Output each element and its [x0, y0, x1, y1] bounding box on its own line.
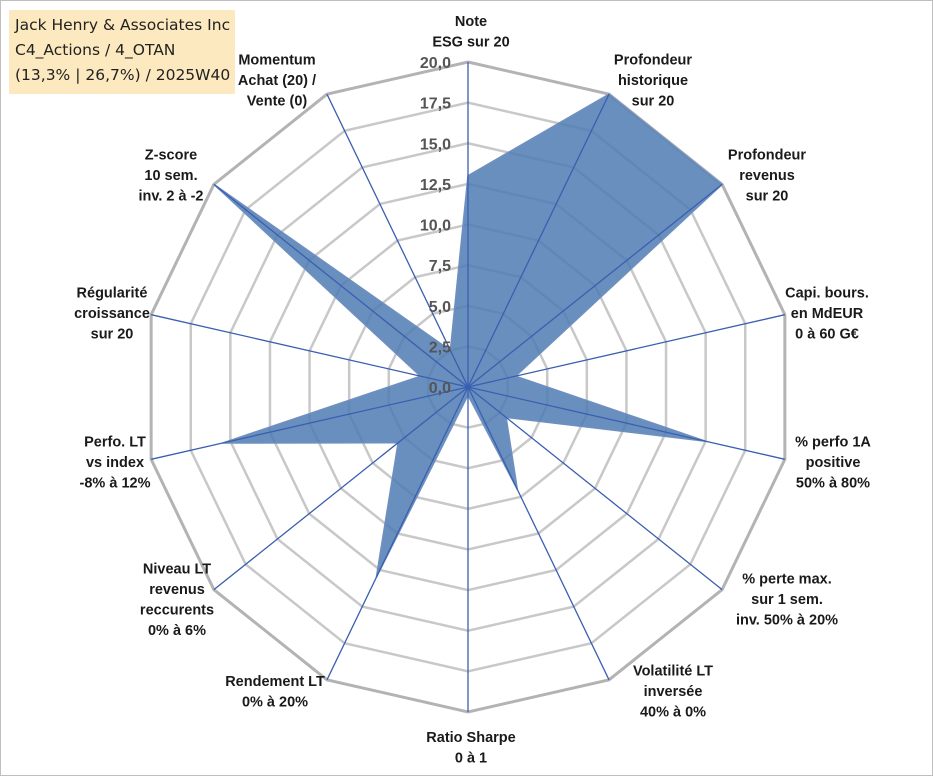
tick-label: 5,0 [429, 299, 451, 316]
axis-label: 0 à 1 [455, 750, 487, 766]
axis-label: % perfo 1A [795, 435, 871, 451]
tick-label: 15,0 [420, 136, 451, 153]
axis-spoke [213, 183, 469, 388]
portfolio-info: C4_Actions / 4_OTAN [15, 41, 176, 59]
axis-label: Ratio Sharpe [426, 730, 515, 746]
axis-label: Perfo. LT [84, 435, 146, 451]
axis-label: ESG sur 20 [432, 34, 509, 50]
tick-label: 10,0 [420, 218, 451, 235]
axis-label: revenus [739, 168, 795, 184]
axis-label: sur 20 [746, 189, 789, 205]
tick-label: 2,5 [429, 339, 451, 356]
axis-spoke [467, 386, 723, 591]
axis-label: inversée [644, 684, 703, 700]
axis-spoke [151, 314, 469, 388]
axis-label: Note [455, 14, 487, 30]
axis-label: inv. 50% à 20% [736, 613, 838, 629]
score-info: (13,3% | 26,7%) / 2025W40 [15, 66, 231, 84]
axis-label: sur 20 [91, 327, 134, 343]
info-box: Jack Henry & Associates Inc C4_Actions /… [9, 10, 235, 94]
axis-label: 40% à 0% [640, 705, 706, 721]
axis-label: Z-score [145, 148, 197, 164]
axis-label: Achat (20) / [238, 73, 316, 89]
axis-label: Profondeur [614, 53, 692, 69]
axis-label: -8% à 12% [80, 476, 151, 492]
axis-label: 0% à 20% [242, 694, 308, 710]
axis-label: Vente (0) [247, 94, 308, 110]
axis-label: historique [618, 73, 688, 89]
axis-label: vs index [86, 455, 144, 471]
axis-label: Momentum [238, 53, 315, 69]
tick-label: 17,5 [420, 96, 451, 113]
axis-label: % perte max. [742, 572, 831, 588]
axis-label: Capi. bours. [785, 286, 869, 302]
axis-spoke [213, 386, 469, 591]
axis-label: Niveau LT [143, 561, 211, 577]
axis-spoke [326, 386, 469, 681]
axis-spoke [151, 386, 469, 460]
axis-label: croissance [74, 306, 150, 322]
axis-label: Régularité [77, 286, 148, 302]
axis-label: Profondeur [728, 148, 806, 164]
axis-label: reccurents [140, 602, 214, 618]
axis-label: Volatilité LT [633, 664, 713, 680]
axis-label: revenus [149, 582, 205, 598]
axis-label: sur 20 [632, 94, 675, 110]
axis-label: inv. 2 à -2 [138, 189, 203, 205]
axis-label: sur 1 sem. [751, 592, 823, 608]
axis-spoke [467, 386, 785, 460]
tick-label: 0,0 [429, 380, 451, 397]
axis-spoke [467, 386, 610, 681]
axis-label: 0% à 6% [148, 623, 206, 639]
tick-label: 12,5 [420, 177, 451, 194]
axis-label: en MdEUR [791, 306, 864, 322]
axis-spoke [467, 93, 610, 388]
company-name: Jack Henry & Associates Inc [15, 16, 231, 34]
tick-label: 7,5 [429, 258, 451, 275]
axis-spoke [326, 93, 469, 388]
axis-label: positive [806, 455, 861, 471]
axis-label: 50% à 80% [796, 476, 870, 492]
axis-label: 0 à 60 G€ [795, 327, 859, 343]
axis-spoke [467, 314, 785, 388]
tick-label: 20,0 [420, 55, 451, 72]
axis-label: 10 sem. [144, 168, 197, 184]
axis-spoke [467, 183, 723, 388]
axis-label: Rendement LT [225, 674, 325, 690]
